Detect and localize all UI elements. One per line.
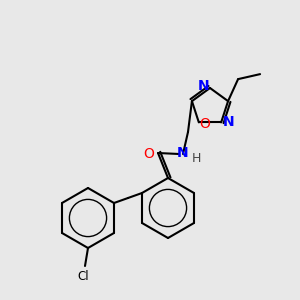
Text: Cl: Cl bbox=[77, 270, 89, 283]
Text: N: N bbox=[198, 79, 210, 93]
Text: O: O bbox=[144, 147, 154, 161]
Text: O: O bbox=[200, 117, 210, 131]
Text: H: H bbox=[191, 152, 201, 166]
Text: N: N bbox=[222, 116, 234, 129]
Text: N: N bbox=[177, 146, 189, 160]
